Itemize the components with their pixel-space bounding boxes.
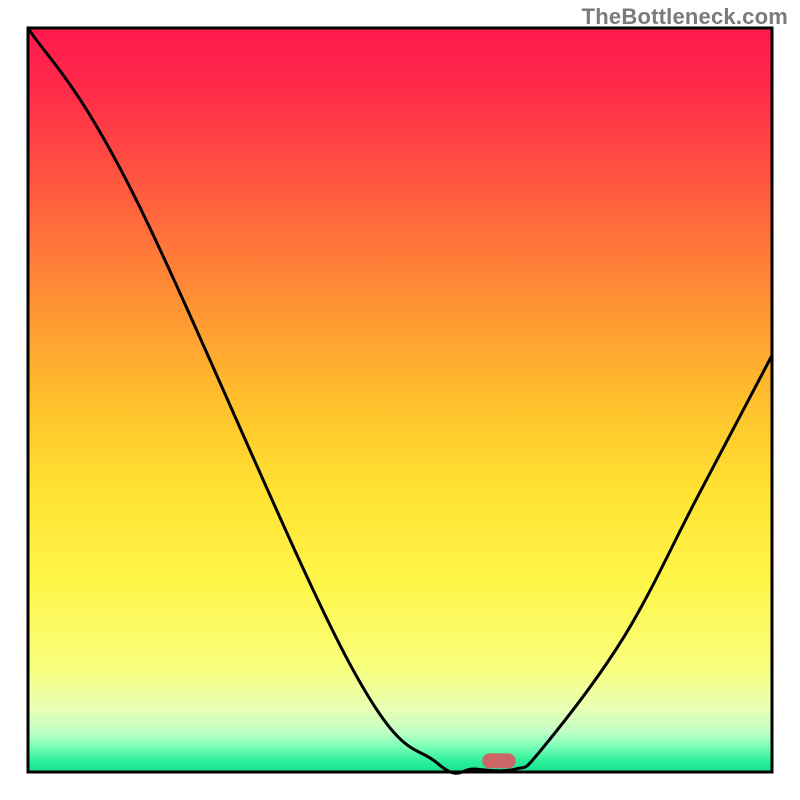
watermark-text: TheBottleneck.com <box>582 4 788 30</box>
bottleneck-chart <box>0 0 800 800</box>
chart-background <box>28 28 772 772</box>
optimal-marker <box>482 753 515 768</box>
chart-container: TheBottleneck.com <box>0 0 800 800</box>
